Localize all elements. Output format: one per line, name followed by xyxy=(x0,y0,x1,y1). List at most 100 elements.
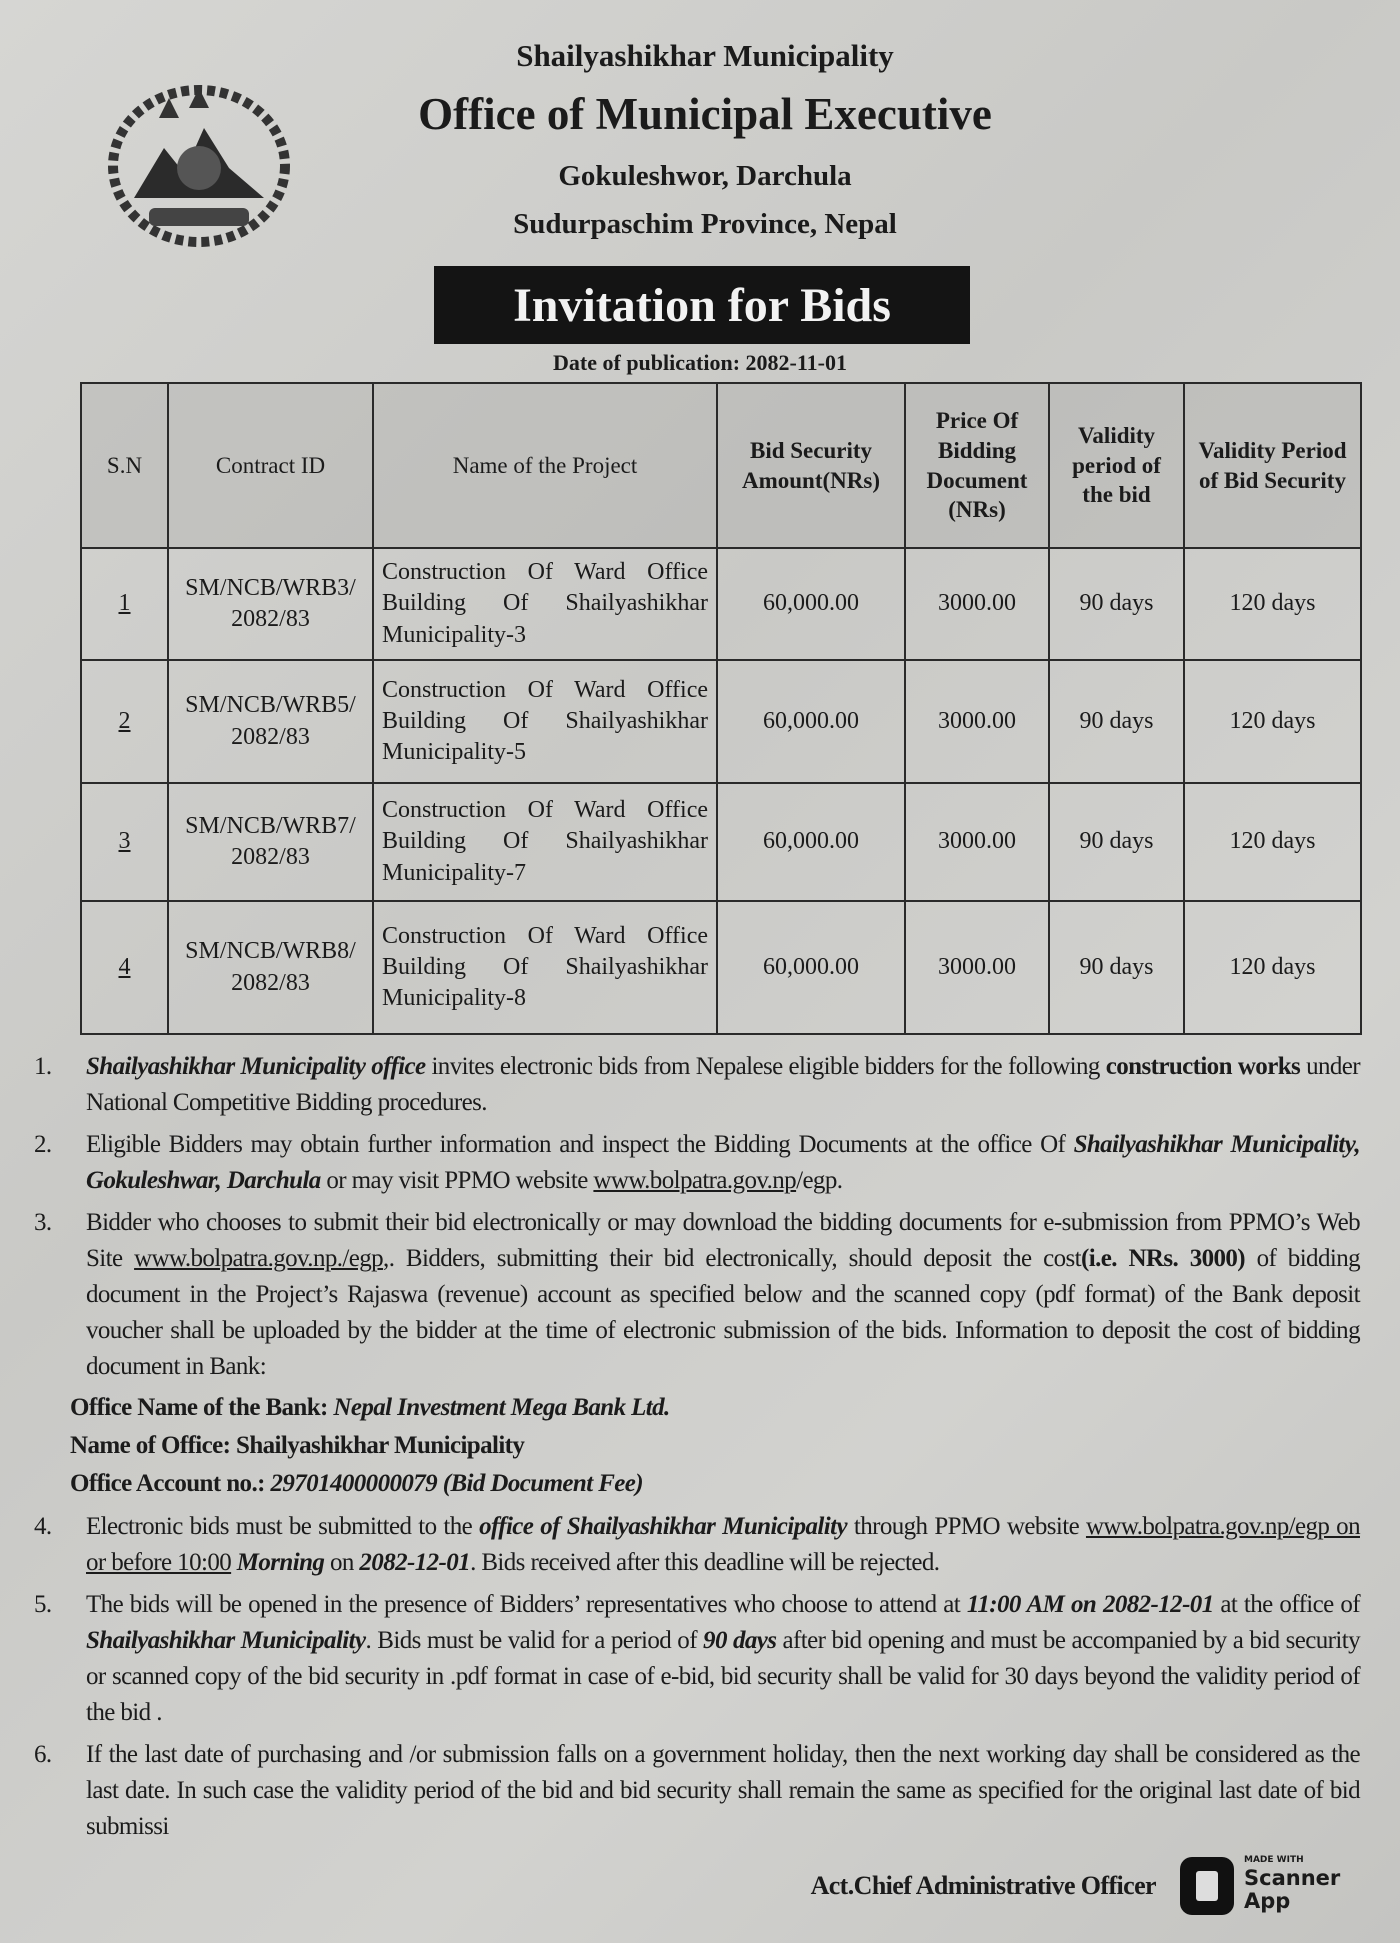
text-segment: Electronic bids must be submitted to the xyxy=(86,1513,480,1540)
office-title: Office of Municipal Executive xyxy=(418,89,992,139)
table-row: 4 SM/NCB/WRB8/ 2082/83 Construction Of War… xyxy=(80,900,1362,1035)
item-text: If the last date of purchasing and /or s… xyxy=(86,1737,1361,1845)
notice-item: 5. The bids will be opened in the presenc… xyxy=(26,1587,1361,1731)
website-link[interactable]: www.bolpatra.gov.np/egp on or before 10:… xyxy=(86,1513,1361,1576)
cell-sn: 1 xyxy=(80,547,169,661)
notice-item: 4. Electronic bids must be submitted to t… xyxy=(26,1509,1361,1581)
column-header: Bid Security Amount(NRs) xyxy=(716,382,906,549)
account-line: Office Account no.: 29701400000079 (Bid … xyxy=(70,1470,644,1497)
text-segment: If the last date of purchasing and /or s… xyxy=(86,1741,1361,1840)
table-row: 1 SM/NCB/WRB3/ 2082/83 Construction Of War… xyxy=(80,547,1362,661)
item-number: 2. xyxy=(34,1131,52,1158)
text-segment: Eligible Bidders may obtain further info… xyxy=(86,1131,1074,1158)
notice-item: 6. If the last date of purchasing and /or… xyxy=(26,1737,1361,1845)
text-segment: office of Shailyashikhar Municipality xyxy=(479,1513,848,1540)
bids-table: S.N Contract ID Name of the Project Bid Sec… xyxy=(80,382,1362,1035)
item-number: 3. xyxy=(34,1209,52,1236)
publication-date: Date of publication: 2082-11-01 xyxy=(553,350,847,375)
text-segment: . Bids received after this deadline will… xyxy=(470,1549,940,1576)
item-text: Eligible Bidders may obtain further info… xyxy=(86,1127,1361,1199)
cell-sn: 4 xyxy=(80,900,169,1035)
office-name-line: Name of Office: Shailyashikhar Municipal… xyxy=(70,1432,525,1459)
text-segment: . Bids must be valid for a period of xyxy=(365,1627,704,1654)
table-row: 3 SM/NCB/WRB7/ 2082/83 Construction Of War… xyxy=(80,782,1362,902)
office-name: Shailyashikhar Municipality xyxy=(236,1432,525,1459)
item-number: 5. xyxy=(34,1591,52,1618)
text-segment: of bidding document in the Project’s Raj… xyxy=(86,1245,1361,1380)
watermark-made-with: MADE WITH xyxy=(1244,1855,1304,1865)
text-segment: or may visit PPMO website xyxy=(320,1167,594,1194)
cell-sn: 2 xyxy=(80,659,169,784)
cell-project: Construction Of Ward Office Building Of … xyxy=(372,782,718,902)
watermark-name: Scanner App xyxy=(1244,1866,1341,1913)
column-header: S.N xyxy=(80,382,169,549)
text-segment: Shailyashikhar Municipality office xyxy=(86,1053,426,1080)
text-segment: The bids will be opened in the presence … xyxy=(86,1591,967,1618)
text-segment: construction works xyxy=(1105,1053,1301,1080)
bank-name: Nepal Investment Mega Bank Ltd. xyxy=(333,1394,670,1421)
text-segment: Morning xyxy=(231,1549,325,1576)
item-number: 6. xyxy=(34,1741,52,1768)
notice-banner: Invitation for Bids xyxy=(434,266,970,344)
item-text: Shailyashikhar Municipality office invit… xyxy=(86,1049,1361,1121)
footer: Act.Chief Administrative Officer MADE WI… xyxy=(26,1855,1360,1917)
text-segment: on xyxy=(324,1549,360,1576)
website-link[interactable]: www.bolpatra.gov.np./egp xyxy=(134,1245,384,1272)
column-header: Validity period of the bid xyxy=(1048,382,1185,549)
cell-security-validity: 120 days xyxy=(1183,547,1362,661)
nepal-emblem-icon xyxy=(108,85,290,247)
cell-doc-price: 3000.00 xyxy=(904,659,1050,784)
item-text: The bids will be opened in the presence … xyxy=(86,1587,1361,1731)
website-link[interactable]: www.bolpatra.gov.np xyxy=(593,1167,797,1194)
text-segment: Bidder who chooses to submit their bid e… xyxy=(86,1209,1361,1272)
text-segment: (i.e. NRs. 3000) xyxy=(1081,1245,1246,1272)
text-segment: /egp. xyxy=(796,1167,843,1194)
scanner-app-icon xyxy=(1180,1857,1234,1915)
item-text: Electronic bids must be submitted to the… xyxy=(86,1509,1361,1581)
signature: Act.Chief Administrative Officer xyxy=(810,1871,1157,1900)
cell-bid-validity: 90 days xyxy=(1048,659,1185,784)
cell-bid-security: 60,000.00 xyxy=(716,900,906,1035)
cell-project: Construction Of Ward Office Building Of … xyxy=(372,659,718,784)
province: Sudurpaschim Province, Nepal xyxy=(513,208,897,240)
cell-contract-id: SM/NCB/WRB5/ 2082/83 xyxy=(167,659,374,784)
cell-sn: 3 xyxy=(80,782,169,902)
text-segment: at the office of xyxy=(1213,1591,1360,1618)
notice-item: 2. Eligible Bidders may obtain further in… xyxy=(26,1127,1361,1199)
cell-project: Construction Of Ward Office Building Of … xyxy=(372,547,718,661)
text-segment: Shailyashikhar Municipality xyxy=(86,1627,366,1654)
text-segment: 2082-12-01 xyxy=(359,1549,471,1576)
cell-bid-validity: 90 days xyxy=(1048,547,1185,661)
cell-bid-security: 60,000.00 xyxy=(716,547,906,661)
cell-project: Construction Of Ward Office Building Of … xyxy=(372,900,718,1035)
cell-security-validity: 120 days xyxy=(1183,659,1362,784)
table-row: 2 SM/NCB/WRB5/ 2082/83 Construction Of War… xyxy=(80,659,1362,784)
column-header: Contract ID xyxy=(167,382,374,549)
text-segment: invites electronic bids from Nepalese el… xyxy=(425,1053,1106,1080)
text-segment: ,. Bidders, submitting their bid electro… xyxy=(383,1245,1082,1272)
cell-contract-id: SM/NCB/WRB3/ 2082/83 xyxy=(167,547,374,661)
cell-security-validity: 120 days xyxy=(1183,900,1362,1035)
cell-doc-price: 3000.00 xyxy=(904,900,1050,1035)
text-segment: 11:00 AM on 2082-12-01 xyxy=(966,1591,1214,1618)
cell-bid-validity: 90 days xyxy=(1048,900,1185,1035)
notice-item: 1. Shailyashikhar Municipality office inv… xyxy=(26,1049,1361,1121)
bank-name-line: Office Name of the Bank: Nepal Investmen… xyxy=(70,1394,670,1421)
municipality-name: Shailyashikhar Municipality xyxy=(516,38,894,73)
bank-details: Office Name of the Bank: Nepal Investmen… xyxy=(26,1389,1360,1503)
item-number: 4. xyxy=(34,1513,52,1540)
cell-doc-price: 3000.00 xyxy=(904,782,1050,902)
column-header: Validity Period of Bid Security xyxy=(1183,382,1362,549)
text-segment: through PPMO website xyxy=(846,1513,1086,1540)
text-segment: Shailyashikhar Municipality, Gokuleshwar… xyxy=(86,1131,1361,1194)
text-segment: 90 days xyxy=(703,1627,777,1654)
cell-bid-validity: 90 days xyxy=(1048,782,1185,902)
notice-body: 1. Shailyashikhar Municipality office inv… xyxy=(26,1043,1361,1917)
account-number: 29701400000079 (Bid Document Fee) xyxy=(270,1470,644,1497)
column-header: Name of the Project xyxy=(372,382,718,549)
item-number: 1. xyxy=(34,1053,52,1080)
notice-item: 3. Bidder who chooses to submit their bid… xyxy=(26,1205,1361,1385)
scanner-app-watermark: MADE WITH Scanner App xyxy=(1180,1855,1360,1917)
column-header: Price Of Bidding Document (NRs) xyxy=(904,382,1050,549)
cell-contract-id: SM/NCB/WRB8/ 2082/83 xyxy=(167,900,374,1035)
